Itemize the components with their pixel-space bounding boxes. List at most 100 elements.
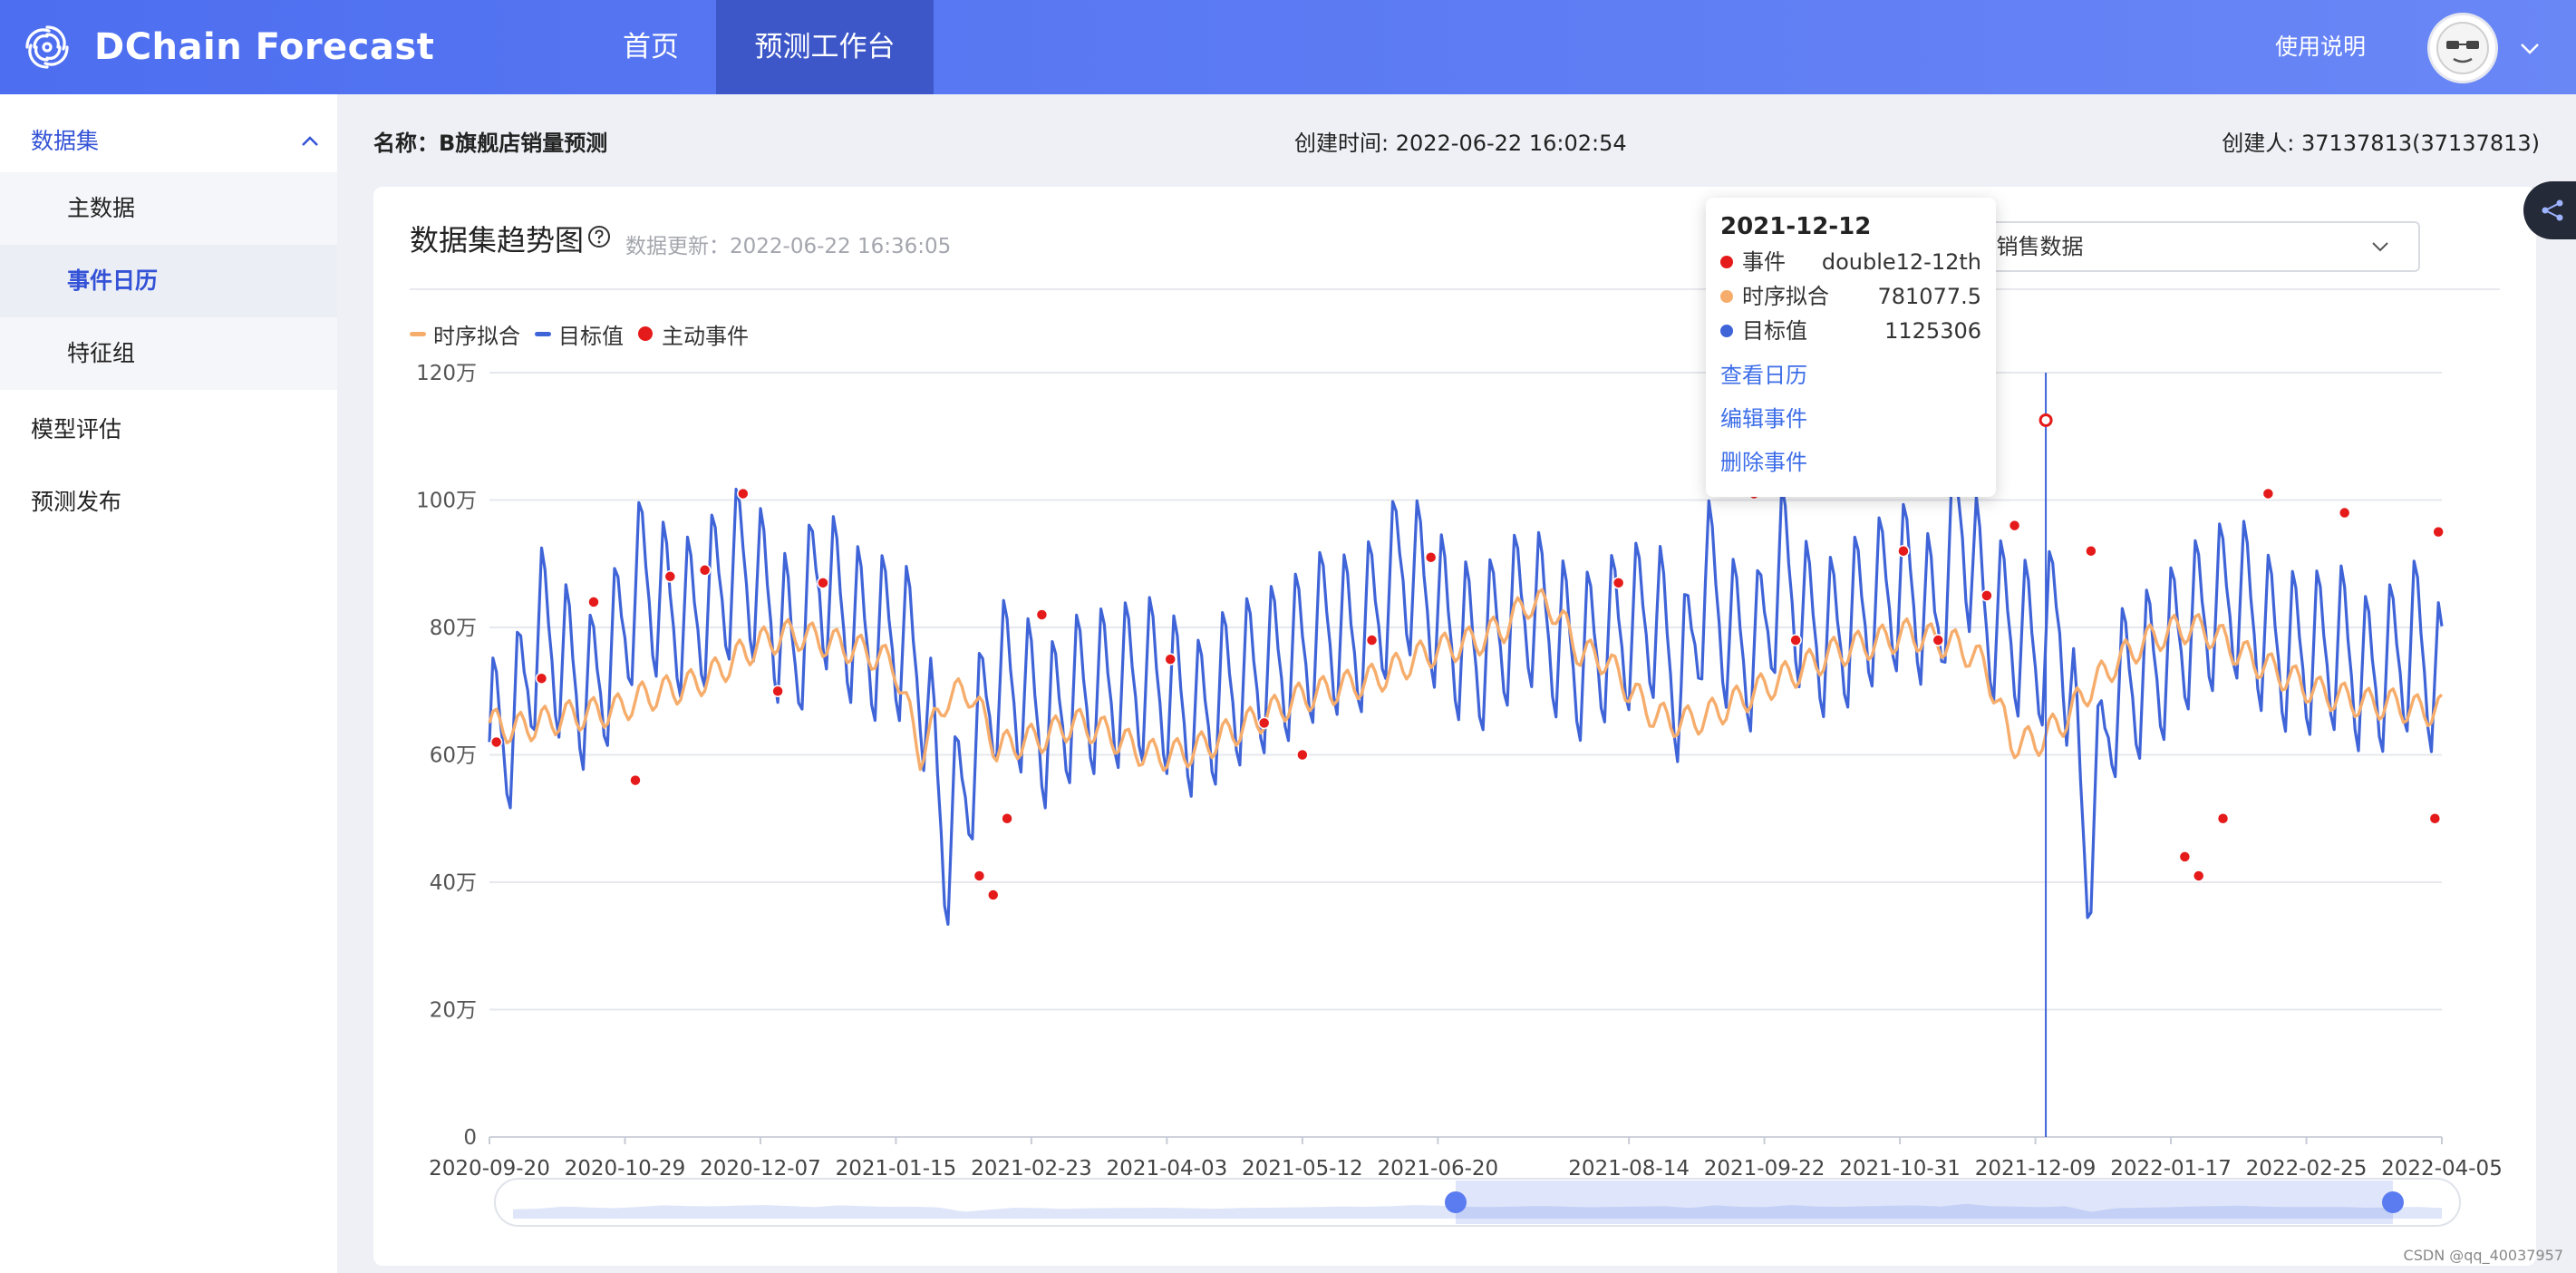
event-marker	[1296, 748, 1309, 762]
event-marker	[817, 577, 829, 589]
tooltip-row-fit: 时序拟合 781077.5	[1720, 279, 1981, 314]
y-tick-label: 100万	[416, 490, 477, 513]
x-tick-label: 2020-10-29	[565, 1157, 686, 1181]
share-nodes-icon	[2542, 199, 2563, 221]
watermark: CSDN @qq_40037957	[2403, 1247, 2563, 1264]
event-marker	[1257, 716, 1271, 730]
y-tick-label: 0	[463, 1126, 477, 1150]
y-tick-label: 20万	[430, 999, 477, 1023]
event-marker	[2338, 506, 2351, 520]
event-marker	[2428, 812, 2442, 825]
y-tick-label: 60万	[430, 744, 477, 768]
x-tick-label: 2021-02-23	[971, 1157, 1092, 1181]
sidebar-group-dataset[interactable]: 数据集	[0, 111, 337, 172]
tooltip-dot	[1720, 290, 1733, 303]
tooltip-date: 2021-12-12	[1720, 213, 1872, 240]
sidebar-group-label: 数据集	[31, 128, 100, 154]
zoom-handle-right	[2382, 1191, 2404, 1213]
brand[interactable]: DChain Forecast	[20, 16, 434, 78]
event-marker	[973, 870, 986, 882]
sidebar-item-master-data[interactable]: 主数据	[0, 172, 337, 245]
floating-tool-button[interactable]	[2523, 181, 2576, 239]
tooltip-row-name: 目标值	[1742, 318, 1807, 344]
event-marker	[2178, 850, 2192, 863]
event-marker	[1001, 812, 1013, 825]
x-tick-label: 2020-09-20	[429, 1157, 550, 1181]
series-line-target	[488, 466, 2444, 926]
event-marker	[1932, 634, 1945, 646]
zoom-handle-left	[1445, 1191, 1467, 1213]
view-calendar-link[interactable]: 查看日历	[1720, 363, 1807, 388]
question-circle-icon[interactable]	[587, 225, 611, 248]
y-tick-label: 120万	[416, 362, 477, 385]
divider	[410, 288, 2500, 290]
sidebar-item-feature-group[interactable]: 特征组	[0, 317, 337, 390]
event-marker	[489, 735, 503, 749]
event-marker	[587, 596, 600, 608]
legend-label: 主动事件	[662, 323, 749, 349]
x-tick-label: 2020-12-07	[700, 1157, 821, 1181]
nav-forecast-workbench[interactable]: 预测工作台	[716, 0, 934, 94]
x-tick-label: 2021-12-09	[1975, 1157, 2097, 1181]
sidebar: 数据集 主数据 事件日历 特征组 模型评估 预测发布	[0, 94, 337, 1273]
creator: 创建人: 37137813(37137813)	[2222, 131, 2540, 156]
event-marker	[1035, 608, 1049, 621]
x-tick-label: 2021-08-14	[1568, 1157, 1690, 1181]
avatar[interactable]	[2427, 13, 2498, 83]
dataset-name: 名称：B旗舰店销量预测	[373, 131, 608, 156]
x-tick-label: 2022-02-25	[2246, 1157, 2368, 1181]
x-tick-label: 2021-06-20	[1378, 1157, 1499, 1181]
event-marker	[2085, 544, 2097, 558]
x-tick-label: 2021-09-22	[1704, 1157, 1825, 1181]
legend-swatch	[535, 331, 551, 336]
event-marker	[986, 889, 1000, 901]
x-tick-label: 2021-04-03	[1107, 1157, 1228, 1181]
edit-event-link[interactable]: 编辑事件	[1720, 406, 1807, 432]
legend-item-fit[interactable]: 时序拟合	[410, 318, 520, 350]
tooltip-row-value: 1125306	[1884, 318, 1981, 344]
sidebar-item-forecast-publish[interactable]: 预测发布	[31, 489, 122, 515]
legend-item-target[interactable]: 目标值	[535, 318, 624, 350]
tooltip-row-target: 目标值 1125306	[1720, 314, 1981, 348]
y-tick-label: 40万	[430, 871, 477, 895]
y-tick-label: 80万	[430, 617, 477, 640]
sidebar-item-event-calendar[interactable]: 事件日历	[0, 245, 337, 317]
event-marker	[1789, 634, 1802, 646]
x-tick-label: 2021-10-31	[1839, 1157, 1961, 1181]
x-tick-label: 2022-01-17	[2110, 1157, 2232, 1181]
sidebar-item-model-eval[interactable]: 模型评估	[31, 416, 122, 442]
dataset-info-bar: 名称：B旗舰店销量预测 创建时间: 2022-06-22 16:02:54 创建…	[373, 116, 2540, 163]
legend-label: 目标值	[558, 323, 624, 349]
x-tick-label: 2022-04-05	[2381, 1157, 2503, 1181]
legend-swatch	[638, 326, 653, 341]
event-marker	[2216, 812, 2230, 825]
zoom-window	[1456, 1181, 2393, 1224]
event-marker	[2261, 487, 2275, 500]
x-tick-label: 2021-01-15	[836, 1157, 957, 1181]
legend-label: 时序拟合	[433, 323, 520, 349]
series-line-fit	[488, 588, 2444, 773]
chart-legend: 时序拟合 目标值 主动事件	[410, 317, 763, 350]
event-marker	[663, 570, 677, 583]
tooltip-row-name: 事件	[1742, 249, 1786, 275]
nav-home[interactable]: 首页	[623, 31, 679, 63]
event-marker	[2008, 519, 2021, 532]
event-marker	[698, 564, 712, 577]
tooltip-row-value: 781077.5	[1877, 284, 1981, 309]
legend-item-event[interactable]: 主动事件	[638, 318, 749, 350]
chevron-up-icon	[302, 136, 318, 146]
event-marker	[2192, 870, 2205, 882]
tooltip-dot	[1720, 325, 1733, 337]
event-marker	[1612, 577, 1625, 589]
event-marker	[1424, 550, 1438, 564]
delete-event-link[interactable]: 删除事件	[1720, 450, 1807, 475]
chevron-down-icon[interactable]	[2516, 34, 2543, 62]
help-link[interactable]: 使用说明	[2275, 34, 2367, 60]
event-marker	[1980, 589, 1993, 602]
legend-swatch	[410, 331, 426, 336]
event-marker	[1164, 653, 1177, 666]
x-tick-label: 2021-05-12	[1242, 1157, 1363, 1181]
avatar-face-icon	[2436, 22, 2489, 74]
data-update-time: 数据更新：2022-06-22 16:36:05	[625, 235, 952, 258]
